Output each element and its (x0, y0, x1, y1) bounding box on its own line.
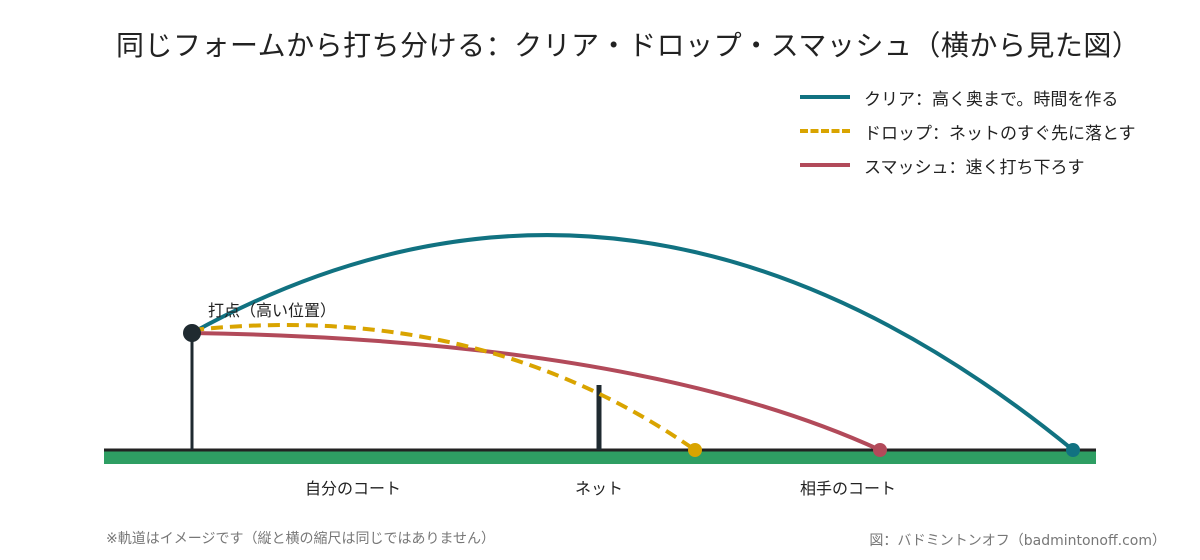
legend-item-drop: ドロップ：ネットのすぐ先に落とす (800, 114, 1136, 148)
legend-label-drop: ドロップ：ネットのすぐ先に落とす (864, 123, 1136, 144)
drop-landing-dot (688, 443, 702, 457)
clear-landing-dot (1066, 443, 1080, 457)
page-title: 同じフォームから打ち分ける：クリア・ドロップ・スマッシュ（横から見た図） (116, 29, 1141, 62)
own-court-label: 自分のコート (305, 479, 401, 498)
drop-trajectory (191, 323, 697, 452)
legend-label-smash: スマッシュ：速く打ち下ろす (864, 157, 1085, 178)
clear-trajectory (191, 233, 1075, 452)
legend: クリア：高く奥まで。時間を作る ドロップ：ネットのすぐ先に落とす スマッシュ：速… (800, 80, 1136, 182)
smash-trajectory (191, 331, 881, 452)
court-surface (104, 450, 1096, 464)
opponent-court-label: 相手のコート (800, 479, 896, 498)
legend-swatch-smash (800, 163, 850, 167)
legend-item-clear: クリア：高く奥まで。時間を作る (800, 80, 1136, 114)
hit-point-dot (183, 324, 201, 342)
legend-label-clear: クリア：高く奥まで。時間を作る (864, 89, 1119, 110)
footnote: ※軌道はイメージです（縦と横の縮尺は同じではありません） (106, 531, 496, 547)
hit-point-label: 打点（高い位置） (208, 301, 336, 320)
smash-landing-dot (873, 443, 887, 457)
legend-swatch-clear (800, 95, 850, 99)
legend-item-smash: スマッシュ：速く打ち下ろす (800, 148, 1136, 182)
legend-swatch-drop (800, 129, 850, 133)
credit: 図：バドミントンオフ（badmintonoff.com） (869, 533, 1166, 549)
net-label: ネット (575, 479, 623, 498)
